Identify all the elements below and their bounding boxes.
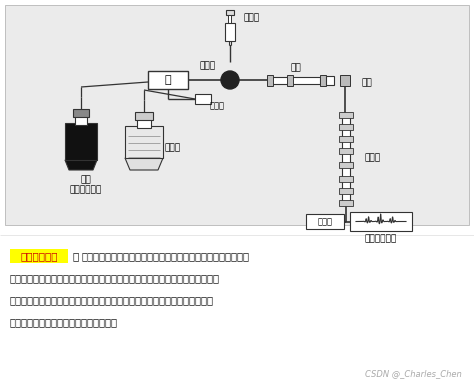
Bar — [65, 123, 97, 160]
Text: 色谱柱: 色谱柱 — [365, 154, 381, 162]
Text: 接头: 接头 — [362, 79, 373, 87]
Text: 号送至数据处理系统记录、处理和保存。: 号送至数据处理系统记录、处理和保存。 — [10, 317, 118, 327]
Text: 高压输液泵将贮液器中的流动相以稳定的流速（或压力）输送至: 高压输液泵将贮液器中的流动相以稳定的流速（或压力）输送至 — [82, 251, 250, 261]
Bar — [10, 249, 68, 263]
Bar — [75, 115, 87, 125]
Text: 检测器: 检测器 — [318, 217, 332, 226]
Text: 注射器: 注射器 — [244, 13, 260, 22]
Bar — [339, 200, 353, 206]
Bar — [195, 94, 211, 104]
Bar — [225, 23, 235, 41]
Bar — [306, 214, 344, 229]
Text: 色谱柱，在色谱柱中各组分被分离，并依次随流动相流至检测器，检测到的信: 色谱柱，在色谱柱中各组分被分离，并依次随流动相流至检测器，检测到的信 — [10, 295, 214, 305]
Bar — [339, 112, 353, 118]
Bar — [339, 188, 353, 194]
Text: 进样器: 进样器 — [200, 62, 216, 70]
Bar — [339, 124, 353, 130]
Bar — [137, 118, 151, 128]
Text: 溶剑: 溶剑 — [81, 176, 91, 184]
Bar — [272, 77, 320, 84]
Bar — [339, 176, 353, 182]
Polygon shape — [65, 160, 97, 170]
Bar — [320, 75, 326, 86]
Bar — [226, 10, 234, 15]
Text: 混合室: 混合室 — [210, 102, 225, 110]
Bar — [5, 5, 469, 225]
Bar — [287, 75, 293, 86]
Bar — [339, 136, 353, 142]
Bar — [350, 212, 412, 231]
Bar — [135, 112, 153, 120]
Polygon shape — [125, 158, 163, 170]
Text: 泵: 泵 — [164, 75, 171, 85]
Bar — [340, 75, 350, 86]
Bar — [342, 114, 350, 202]
Bar — [326, 76, 334, 85]
Bar — [148, 71, 188, 89]
Text: 其工作流程为: 其工作流程为 — [20, 251, 58, 261]
Bar — [339, 148, 353, 154]
Text: 贮液器: 贮液器 — [165, 144, 181, 152]
Bar — [73, 109, 89, 117]
Bar — [228, 15, 231, 23]
Text: 高压输液系统: 高压输液系统 — [70, 186, 102, 194]
Bar — [339, 162, 353, 168]
Text: 预柱: 预柱 — [291, 64, 301, 72]
Text: CSDN @_Charles_Chen: CSDN @_Charles_Chen — [365, 369, 462, 378]
Circle shape — [221, 71, 239, 89]
Text: ：: ： — [73, 251, 79, 261]
Text: 分析体系，在色谱柱之前通过进样器将样品导人，流动相将样品依次带入预柱、: 分析体系，在色谱柱之前通过进样器将样品导人，流动相将样品依次带入预柱、 — [10, 273, 220, 283]
Bar — [125, 126, 163, 158]
Bar — [267, 75, 273, 86]
Text: 数据处理系统: 数据处理系统 — [365, 234, 397, 243]
